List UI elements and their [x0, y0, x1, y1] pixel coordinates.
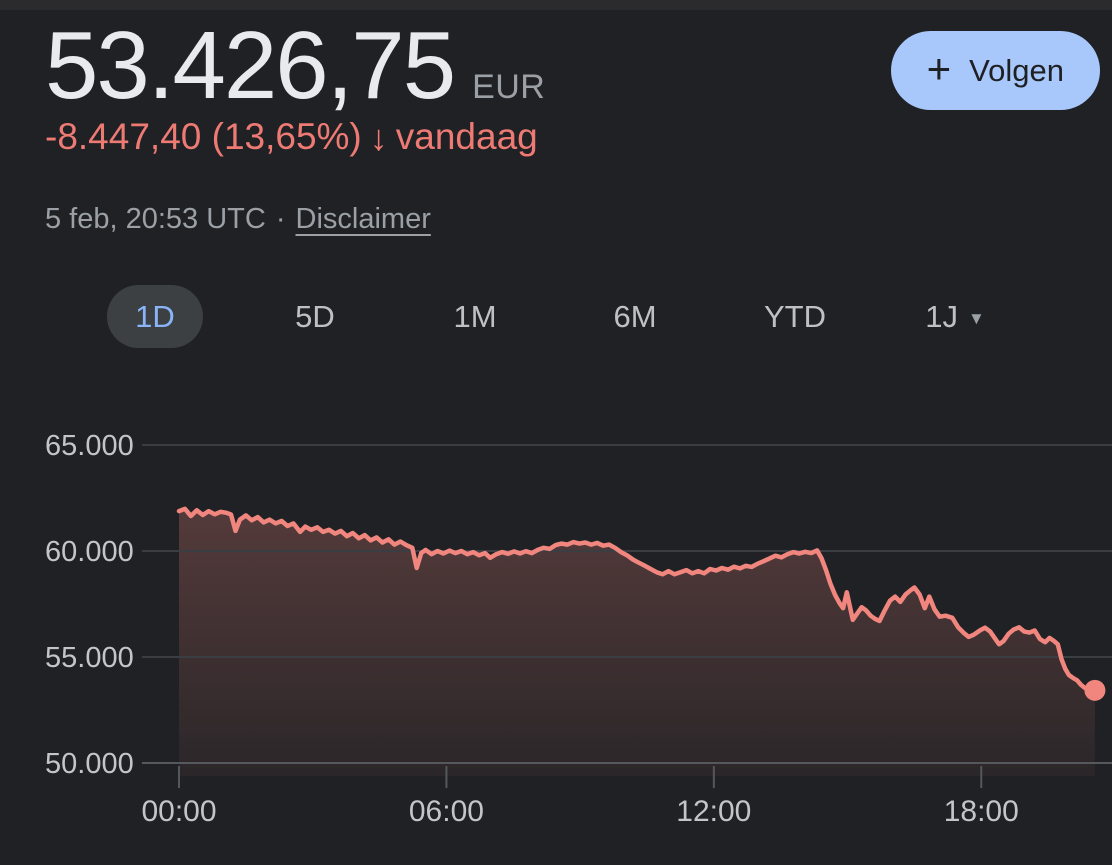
price-row: 53.426,75 EUR: [45, 18, 545, 114]
follow-button[interactable]: + Volgen: [890, 31, 1100, 110]
tab-6m[interactable]: 6M: [587, 285, 683, 348]
tab-label: 1J: [925, 298, 958, 334]
y-axis-label: 60.000: [45, 536, 134, 568]
y-axis-label: 50.000: [45, 748, 134, 780]
tab-1d[interactable]: 1D: [107, 285, 203, 348]
y-axis-label: 65.000: [45, 430, 134, 462]
last-price-dot: [1084, 679, 1106, 701]
price-change-row: -8.447,40 (13,65%) ↓ vandaag: [45, 116, 538, 158]
tab-label: 1D: [135, 298, 175, 334]
time-range-tabs: 1D 5D 1M 6M YTD 1J ▼: [107, 285, 1003, 348]
arrow-down-icon: ↓: [369, 117, 388, 158]
x-axis-label: 18:00: [944, 795, 1019, 828]
price-change-value: -8.447,40 (13,65%): [45, 116, 362, 157]
price-value: 53.426,75: [45, 12, 456, 119]
tab-label: 6M: [613, 298, 657, 334]
caret-down-icon: ▼: [967, 308, 985, 328]
quote-timestamp: 5 feb, 20:53 UTC: [45, 203, 266, 235]
tab-label: YTD: [764, 298, 826, 334]
x-axis-label: 12:00: [676, 795, 751, 828]
tab-1m[interactable]: 1M: [427, 285, 523, 348]
tab-5d[interactable]: 5D: [267, 285, 363, 348]
currency-code: EUR: [472, 68, 546, 106]
chart-area-fill: [179, 508, 1095, 776]
price-line: [176, 506, 1098, 693]
plus-icon: +: [926, 44, 952, 92]
x-axis-label: 06:00: [409, 795, 484, 828]
quote-meta-row: 5 feb, 20:53 UTC · Disclaimer: [45, 203, 431, 236]
x-axis-label: 00:00: [141, 795, 216, 828]
top-edge-strip: [0, 0, 1112, 10]
tab-1j[interactable]: 1J ▼: [907, 285, 1003, 348]
meta-separator: ·: [275, 203, 286, 235]
price-change-period: vandaag: [395, 116, 538, 157]
tab-label: 5D: [295, 298, 335, 334]
y-axis-label: 55.000: [45, 642, 134, 674]
disclaimer-link[interactable]: Disclaimer: [295, 203, 431, 235]
tab-ytd[interactable]: YTD: [747, 285, 843, 348]
tab-label: 1M: [453, 298, 497, 334]
follow-button-label: Volgen: [969, 52, 1064, 88]
